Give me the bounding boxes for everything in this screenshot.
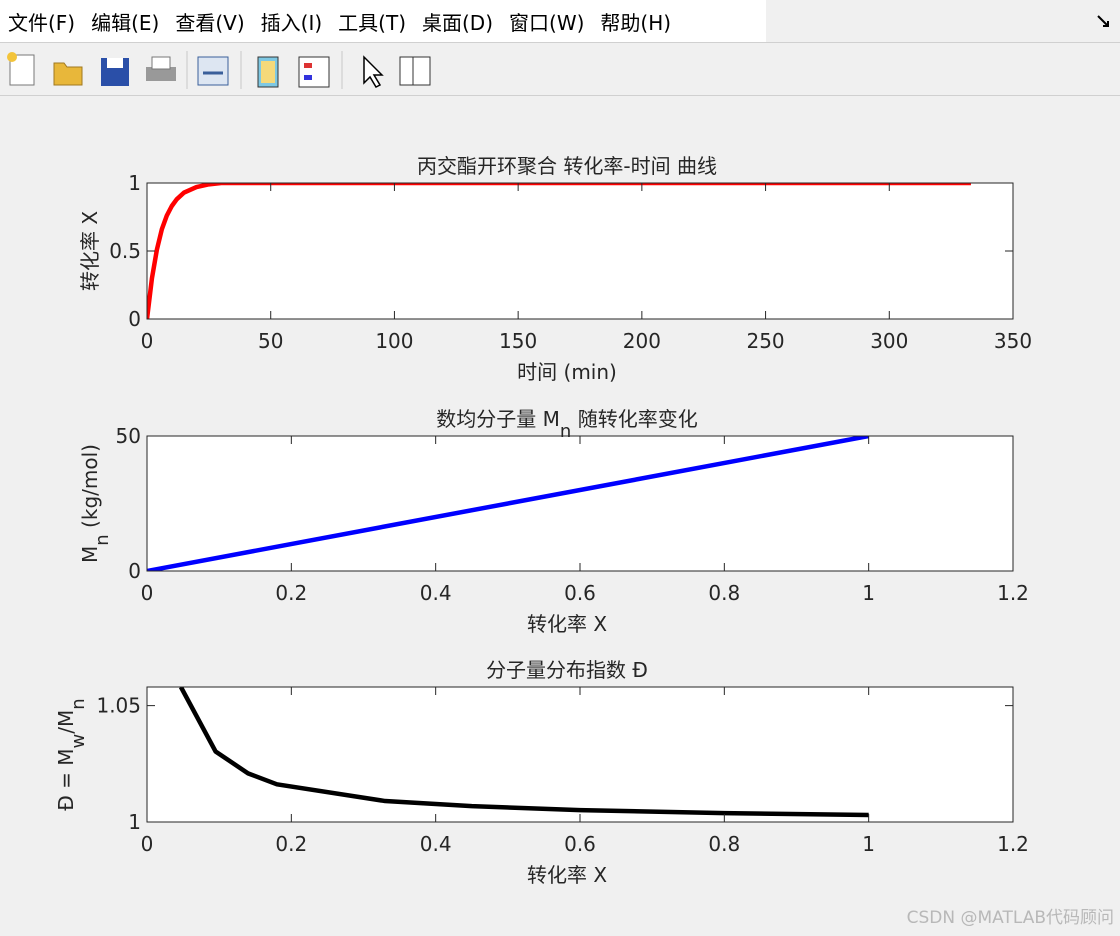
- y-axis-label-part: Đ = M: [54, 748, 78, 810]
- legend-button[interactable]: [298, 56, 330, 88]
- x-tick-label: 200: [623, 329, 661, 353]
- x-tick-label: 50: [258, 329, 283, 353]
- toolbar: [0, 42, 1120, 96]
- x-tick-label: 0.2: [275, 832, 307, 856]
- y-axis-label: Mn (kg/mol): [78, 444, 113, 563]
- y-axis-label-part: (kg/mol): [78, 444, 102, 534]
- y-tick-label: 0.5: [109, 239, 141, 263]
- plot-area: [147, 436, 1013, 571]
- y-tick-label: 50: [116, 424, 141, 448]
- x-tick-label: 0: [141, 832, 154, 856]
- y-axis-label-part: /M: [54, 710, 78, 734]
- open-button[interactable]: [53, 62, 83, 86]
- x-tick-label: 0.8: [708, 832, 740, 856]
- x-tick-label: 1: [862, 581, 875, 605]
- y-tick-label: 1: [128, 171, 141, 195]
- toolbar-icons: [7, 51, 431, 89]
- new-button[interactable]: [7, 52, 35, 86]
- x-tick-label: 1.2: [997, 581, 1029, 605]
- plot-area: [147, 687, 1013, 822]
- menu-items: 文件(F) 编辑(E) 查看(V) 插入(I) 工具(T) 桌面(D) 窗口(W) 帮助(H): [0, 0, 766, 42]
- x-tick-label: 0: [141, 581, 154, 605]
- x-tick-label: 0.6: [564, 581, 596, 605]
- x-tick-label: 150: [499, 329, 537, 353]
- data-line: [178, 687, 869, 818]
- menu-item[interactable]: 编辑(E): [91, 10, 160, 35]
- y-tick-label: 0: [128, 307, 141, 331]
- x-tick-label: 100: [375, 329, 413, 353]
- data-line: [147, 183, 971, 319]
- menu-item[interactable]: 帮助(H): [600, 10, 672, 35]
- x-tick-label: 0: [141, 329, 154, 353]
- menu-item[interactable]: 窗口(W): [509, 10, 585, 35]
- x-tick-label: 250: [746, 329, 784, 353]
- y-tick-label: 1.05: [96, 694, 141, 718]
- link-button[interactable]: [197, 56, 229, 86]
- data-line: [147, 436, 870, 571]
- x-tick-label: 350: [994, 329, 1032, 353]
- x-axis-label: 转化率 X: [527, 612, 607, 636]
- colorbar-button[interactable]: [257, 56, 279, 88]
- x-tick-label: 1: [862, 832, 875, 856]
- menu-item[interactable]: 桌面(D): [422, 10, 494, 35]
- x-tick-label: 0.4: [420, 832, 452, 856]
- menu-item[interactable]: 插入(I): [260, 10, 323, 35]
- x-tick-label: 0.8: [708, 581, 740, 605]
- chart-title: 分子量分布指数 Đ: [486, 658, 648, 682]
- y-axis-label: Đ = Mw/Mn: [54, 698, 89, 810]
- y-axis-label-part: w: [68, 734, 89, 749]
- x-axis-label: 转化率 X: [527, 863, 607, 887]
- y-tick-label: 1: [128, 810, 141, 834]
- print-button[interactable]: [146, 56, 176, 81]
- y-axis-label-part: n: [92, 534, 113, 545]
- x-tick-label: 0.4: [420, 581, 452, 605]
- y-tick-label: 0: [128, 559, 141, 583]
- x-axis-label: 时间 (min): [517, 360, 617, 384]
- x-tick-label: 1.2: [997, 832, 1029, 856]
- property-editor-button[interactable]: [399, 56, 431, 86]
- x-tick-label: 0.6: [564, 832, 596, 856]
- x-tick-label: 300: [870, 329, 908, 353]
- pointer-button[interactable]: [363, 55, 384, 88]
- dock-button[interactable]: [1094, 12, 1114, 32]
- chart-title-part: 数均分子量 M: [436, 407, 560, 431]
- menu-item[interactable]: 文件(F): [8, 10, 76, 35]
- menu-item[interactable]: 工具(T): [338, 10, 406, 35]
- menu-bar: 文件(F) 编辑(E) 查看(V) 插入(I) 工具(T) 桌面(D) 窗口(W) 帮助(H): [0, 0, 1120, 42]
- y-axis-label: 转化率 X: [78, 211, 102, 291]
- menu-item[interactable]: 查看(V): [175, 10, 245, 35]
- watermark: CSDN @MATLAB代码顾问: [906, 908, 1114, 928]
- chart-title-part: 随转化率变化: [571, 407, 697, 431]
- chart-title-part: n: [560, 421, 571, 442]
- x-tick-label: 0.2: [275, 581, 307, 605]
- y-axis-label-part: M: [78, 546, 102, 563]
- chart-title: 丙交酯开环聚合 转化率-时间 曲线: [417, 154, 717, 178]
- y-axis-label-part: n: [68, 698, 89, 709]
- plot-area: [147, 183, 1013, 319]
- chart-title: 数均分子量 Mn 随转化率变化: [436, 407, 697, 442]
- save-button[interactable]: [101, 58, 129, 86]
